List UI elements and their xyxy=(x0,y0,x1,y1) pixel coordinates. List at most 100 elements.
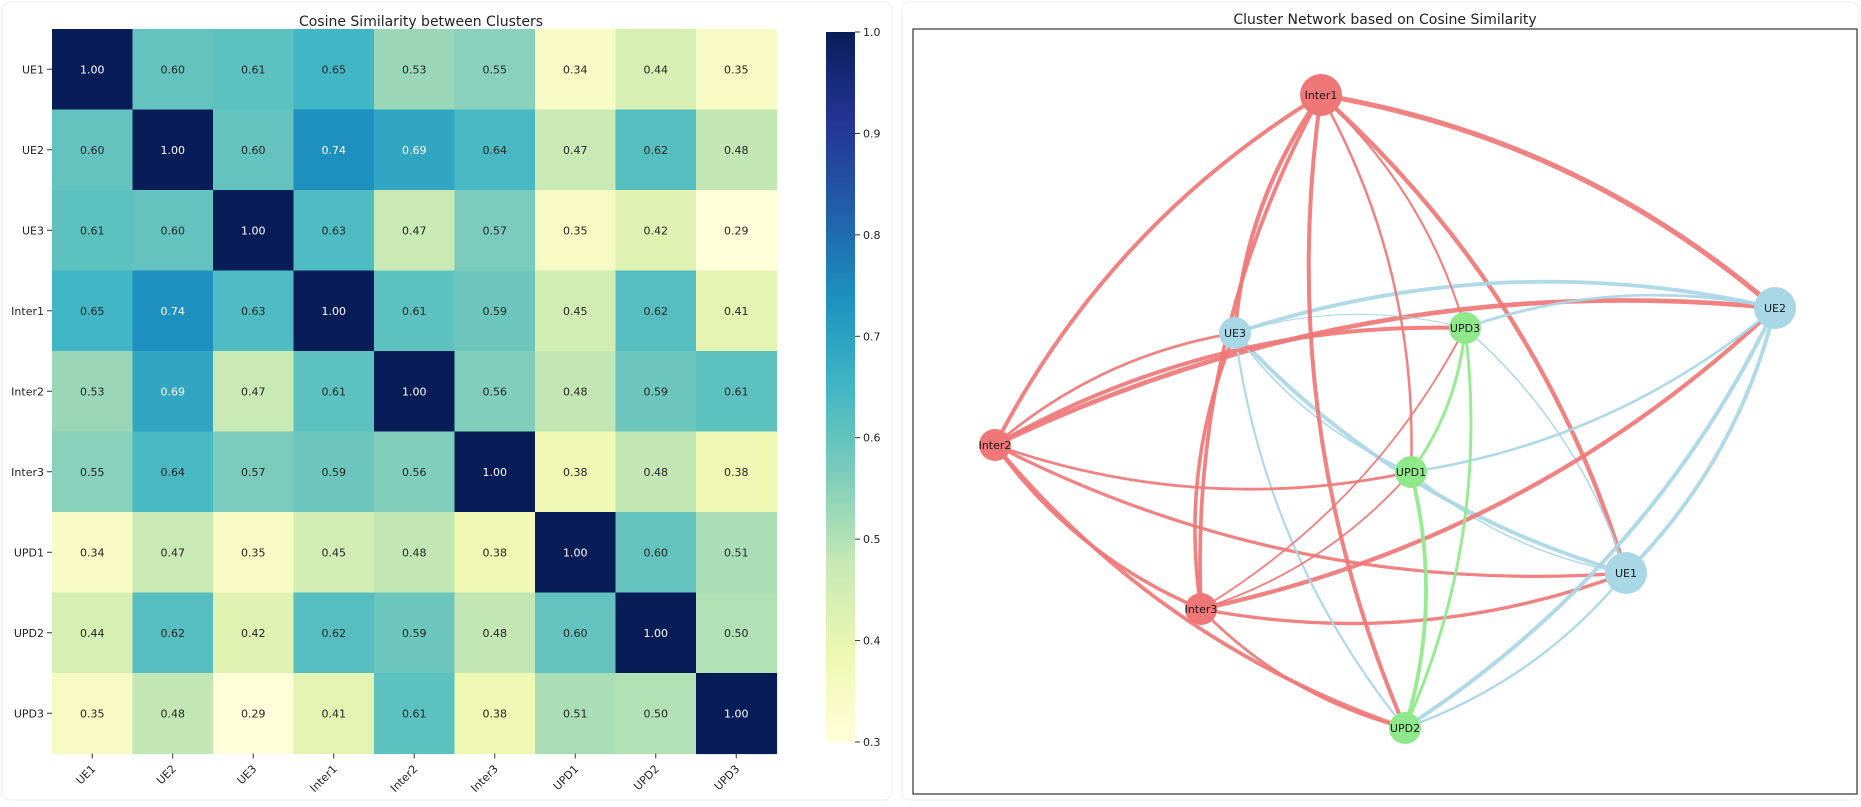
heatmap-cell xyxy=(696,592,778,674)
heatmap-cell-value: 0.38 xyxy=(724,466,749,479)
heatmap-cell-value: 0.47 xyxy=(241,385,266,398)
heatmap-row-label: Inter1 xyxy=(11,305,44,318)
heatmap-cell xyxy=(454,512,536,594)
heatmap-cell xyxy=(213,109,295,191)
network-edge xyxy=(1403,470,1428,730)
heatmap-cell xyxy=(374,270,456,352)
network-edge xyxy=(993,443,1413,491)
heatmap-cell xyxy=(374,351,456,433)
heatmap-cell-value: 0.29 xyxy=(241,707,266,720)
heatmap-cell xyxy=(535,512,617,594)
heatmap-cell xyxy=(615,190,697,272)
heatmap-cell xyxy=(132,109,214,191)
network-edge xyxy=(1409,306,1777,474)
network-node xyxy=(1185,593,1217,625)
heatmap-cell xyxy=(52,270,134,352)
colorbar-tick-label: 0.3 xyxy=(863,736,881,749)
network-edge xyxy=(1232,92,1324,336)
heatmap-cell xyxy=(696,673,778,755)
network-node xyxy=(979,429,1011,461)
network-edge xyxy=(1403,326,1473,730)
heatmap-cell xyxy=(535,431,617,513)
heatmap-cell-value: 0.55 xyxy=(80,466,105,479)
heatmap-cell-value: 0.35 xyxy=(563,224,588,237)
heatmap-cell-value: 0.44 xyxy=(644,63,669,76)
network-edge xyxy=(1318,92,1629,576)
network-edge xyxy=(1319,93,1413,474)
heatmap-cell xyxy=(293,351,375,433)
colorbar-tick-label: 0.9 xyxy=(863,127,881,140)
heatmap-row-label: Inter2 xyxy=(11,385,44,398)
heatmap-cell-value: 0.56 xyxy=(402,466,427,479)
heatmap-cell xyxy=(696,351,778,433)
heatmap-cell-value: 0.60 xyxy=(161,224,186,237)
heatmap-cell xyxy=(454,109,536,191)
heatmap-cell-value: 0.48 xyxy=(483,627,508,640)
heatmap-cell xyxy=(454,673,536,755)
heatmap-cell-value: 1.00 xyxy=(322,305,347,318)
heatmap-cell xyxy=(454,592,536,674)
heatmap-cell-value: 0.41 xyxy=(724,305,749,318)
colorbar-tick-label: 0.8 xyxy=(863,229,881,242)
heatmap-cell-value: 0.38 xyxy=(483,546,508,559)
network-node-label: UPD2 xyxy=(1390,722,1420,735)
network-node xyxy=(1389,712,1421,744)
network-edge xyxy=(993,331,1237,447)
network-edge xyxy=(1234,313,1466,334)
heatmap-cell xyxy=(696,190,778,272)
heatmap-cell xyxy=(52,109,134,191)
heatmap-cell xyxy=(293,673,375,755)
heatmap-cell xyxy=(374,431,456,513)
network-node xyxy=(1300,74,1342,116)
heatmap-cell xyxy=(374,673,456,755)
heatmap-cell-value: 0.51 xyxy=(724,546,749,559)
heatmap-cell xyxy=(615,431,697,513)
heatmap-cell-value: 1.00 xyxy=(161,144,186,157)
heatmap-cell-value: 0.65 xyxy=(80,305,105,318)
network-frame xyxy=(912,28,1858,795)
heatmap-row-label: UE3 xyxy=(22,224,44,237)
heatmap-cell xyxy=(132,673,214,755)
network-edge xyxy=(1318,92,1778,311)
heatmap-cell xyxy=(374,592,456,674)
colorbar-tick-label: 0.4 xyxy=(863,635,881,648)
heatmap-cell-value: 1.00 xyxy=(80,63,105,76)
heatmap-cell-value: 0.59 xyxy=(402,627,427,640)
heatmap-cell xyxy=(132,29,214,111)
network-edge xyxy=(993,443,1628,578)
network-node xyxy=(1605,552,1647,594)
colorbar-ticks: 0.3 0.4 0.5 0.6 0.7 0.8 0.9 1.0 xyxy=(855,26,881,749)
heatmap-cell xyxy=(132,270,214,352)
heatmap-cell-value: 0.50 xyxy=(644,707,669,720)
heatmap-cell xyxy=(535,351,617,433)
heatmap-cell-value: 0.38 xyxy=(563,466,588,479)
colorbar-tick-label: 0.7 xyxy=(863,330,881,343)
heatmap-cell xyxy=(535,270,617,352)
heatmap-cell-value: 0.57 xyxy=(483,224,508,237)
heatmap-cell xyxy=(535,109,617,191)
heatmap-cell xyxy=(615,29,697,111)
heatmap-cell-value: 0.60 xyxy=(161,63,186,76)
heatmap-cell xyxy=(615,512,697,594)
network-edge xyxy=(1233,331,1407,730)
heatmap-cell-value: 0.42 xyxy=(241,627,266,640)
heatmap-cell xyxy=(374,190,456,272)
network-edge xyxy=(1200,471,1412,610)
heatmap-cell-value: 0.35 xyxy=(80,707,105,720)
heatmap-row-label: UE2 xyxy=(22,144,44,157)
heatmap-row-label: UPD3 xyxy=(14,707,44,720)
network-edge xyxy=(1193,331,1237,611)
heatmap-cell-value: 0.50 xyxy=(724,627,749,640)
heatmap-cell-value: 0.60 xyxy=(644,546,669,559)
heatmap-cell-value: 1.00 xyxy=(644,627,669,640)
heatmap-cell-value: 0.62 xyxy=(644,144,669,157)
heatmap-cell xyxy=(454,29,536,111)
heatmap-row-label: UPD2 xyxy=(14,627,44,640)
network-node-label: UPD3 xyxy=(1450,322,1480,335)
heatmap-cell-value: 0.59 xyxy=(322,466,347,479)
heatmap-cell xyxy=(213,351,295,433)
heatmap-cell xyxy=(132,351,214,433)
heatmap-cell xyxy=(535,190,617,272)
heatmap-cell-value: 0.62 xyxy=(644,305,669,318)
